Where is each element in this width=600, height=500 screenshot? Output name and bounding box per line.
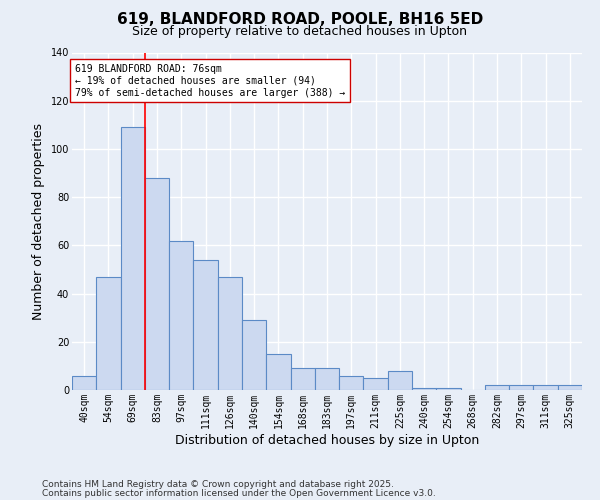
Bar [533, 385, 558, 390]
Text: 619 BLANDFORD ROAD: 76sqm
← 19% of detached houses are smaller (94)
79% of semi-: 619 BLANDFORD ROAD: 76sqm ← 19% of detac… [74, 64, 345, 98]
Bar [339, 376, 364, 390]
Bar [145, 178, 169, 390]
Bar [509, 385, 533, 390]
Bar [364, 378, 388, 390]
Bar [412, 388, 436, 390]
Bar [290, 368, 315, 390]
Bar [315, 368, 339, 390]
Text: Contains HM Land Registry data © Crown copyright and database right 2025.: Contains HM Land Registry data © Crown c… [42, 480, 394, 489]
Bar [96, 276, 121, 390]
Bar [558, 385, 582, 390]
Y-axis label: Number of detached properties: Number of detached properties [32, 122, 45, 320]
Bar [121, 127, 145, 390]
Bar [193, 260, 218, 390]
Bar [242, 320, 266, 390]
Bar [218, 276, 242, 390]
Bar [388, 370, 412, 390]
Bar [169, 240, 193, 390]
Bar [266, 354, 290, 390]
Bar [485, 385, 509, 390]
Bar [436, 388, 461, 390]
Text: Size of property relative to detached houses in Upton: Size of property relative to detached ho… [133, 25, 467, 38]
X-axis label: Distribution of detached houses by size in Upton: Distribution of detached houses by size … [175, 434, 479, 446]
Bar [72, 376, 96, 390]
Text: 619, BLANDFORD ROAD, POOLE, BH16 5ED: 619, BLANDFORD ROAD, POOLE, BH16 5ED [117, 12, 483, 28]
Text: Contains public sector information licensed under the Open Government Licence v3: Contains public sector information licen… [42, 489, 436, 498]
